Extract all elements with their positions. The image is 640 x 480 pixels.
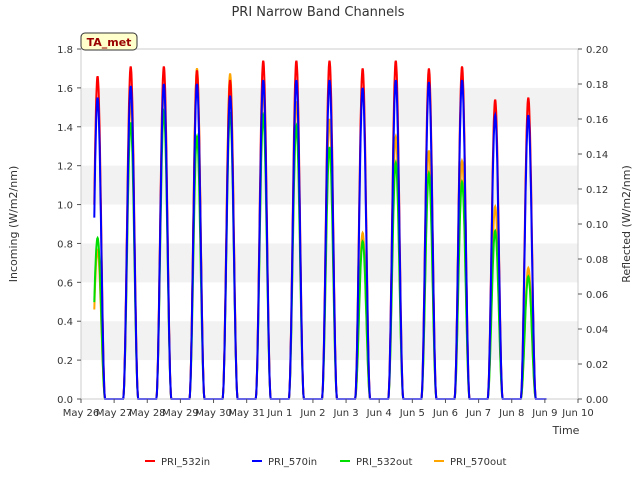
x-tick-label: May 30 xyxy=(195,408,232,419)
chart-title: PRI Narrow Band Channels xyxy=(231,5,404,20)
y-left-tick-label: 1.0 xyxy=(57,201,73,212)
x-tick-label: May 28 xyxy=(129,408,166,419)
x-tick-label: Jun 4 xyxy=(366,408,392,419)
x-tick-label: May 26 xyxy=(63,408,100,419)
legend-label: PRI_532out xyxy=(356,457,412,468)
y-right-tick-label: 0.20 xyxy=(586,45,608,56)
legend: PRI_532in PRI_570in PRI_532out PRI_570out xyxy=(145,457,506,468)
y-right-tick-label: 0.02 xyxy=(586,360,608,371)
x-tick-label: Jun 8 xyxy=(498,408,524,419)
x-tick-label: Jun 7 xyxy=(465,408,491,419)
x-tick-label: Jun 9 xyxy=(531,408,557,419)
y-left-tick-label: 1.6 xyxy=(57,84,73,95)
y-left-tick-label: 0.2 xyxy=(57,356,73,367)
y-axis-left: 0.0 0.2 0.4 0.6 0.8 1.0 1.2 1.4 1.6 1.8 xyxy=(57,45,81,406)
legend-item-PRI_532out: PRI_532out xyxy=(340,457,412,468)
y-right-tick-label: 0.04 xyxy=(586,325,608,336)
y-left-tick-label: 1.2 xyxy=(57,162,73,173)
x-tick-label: Jun 10 xyxy=(561,408,594,419)
legend-item-PRI_570out: PRI_570out xyxy=(434,457,506,468)
x-tick-label: May 29 xyxy=(162,408,199,419)
x-tick-label: May 31 xyxy=(228,408,265,419)
x-tick-label: Jun 5 xyxy=(399,408,425,419)
x-tick-label: Jun 3 xyxy=(332,408,358,419)
legend-label: PRI_532in xyxy=(161,457,210,468)
x-axis-label: Time xyxy=(552,424,580,437)
x-tick-label: Jun 2 xyxy=(299,408,325,419)
y-left-tick-label: 0.6 xyxy=(57,278,73,289)
legend-item-PRI_570in: PRI_570in xyxy=(252,457,317,468)
y-left-tick-label: 0.8 xyxy=(57,239,73,250)
y-right-tick-label: 0.16 xyxy=(586,115,608,126)
y-right-tick-label: 0.10 xyxy=(586,220,608,231)
y-axis-right: 0.00 0.02 0.04 0.06 0.08 0.10 0.12 0.14 0.16 0.18… xyxy=(578,45,608,406)
y-right-tick-label: 0.08 xyxy=(586,255,608,266)
y-right-tick-label: 0.12 xyxy=(586,185,608,196)
legend-label: PRI_570out xyxy=(450,457,506,468)
plot-band xyxy=(81,243,578,283)
x-tick-label: Jun 6 xyxy=(432,408,458,419)
plot-band xyxy=(81,165,578,205)
y-left-tick-label: 1.4 xyxy=(57,123,73,134)
legend-label: PRI_570in xyxy=(268,457,317,468)
x-tick-label: Jun 1 xyxy=(266,408,292,419)
site-label: TA_met xyxy=(87,36,132,49)
y-right-tick-label: 0.06 xyxy=(586,290,608,301)
y-left-tick-label: 0.0 xyxy=(57,395,73,406)
y-right-tick-label: 0.14 xyxy=(586,150,608,161)
y-axis-left-label: Incoming (W/m2/nm) xyxy=(7,166,20,283)
y-axis-right-label: Reflected (W/m2/nm) xyxy=(620,165,633,283)
legend-item-PRI_532in: PRI_532in xyxy=(145,457,210,468)
site-label-box: TA_met xyxy=(80,32,138,51)
y-left-tick-label: 0.4 xyxy=(57,317,73,328)
plot-band xyxy=(81,321,578,361)
x-tick-label: May 27 xyxy=(96,408,133,419)
y-right-tick-label: 0.00 xyxy=(586,395,608,406)
y-left-tick-label: 1.8 xyxy=(57,45,73,56)
y-right-tick-label: 0.18 xyxy=(586,80,608,91)
